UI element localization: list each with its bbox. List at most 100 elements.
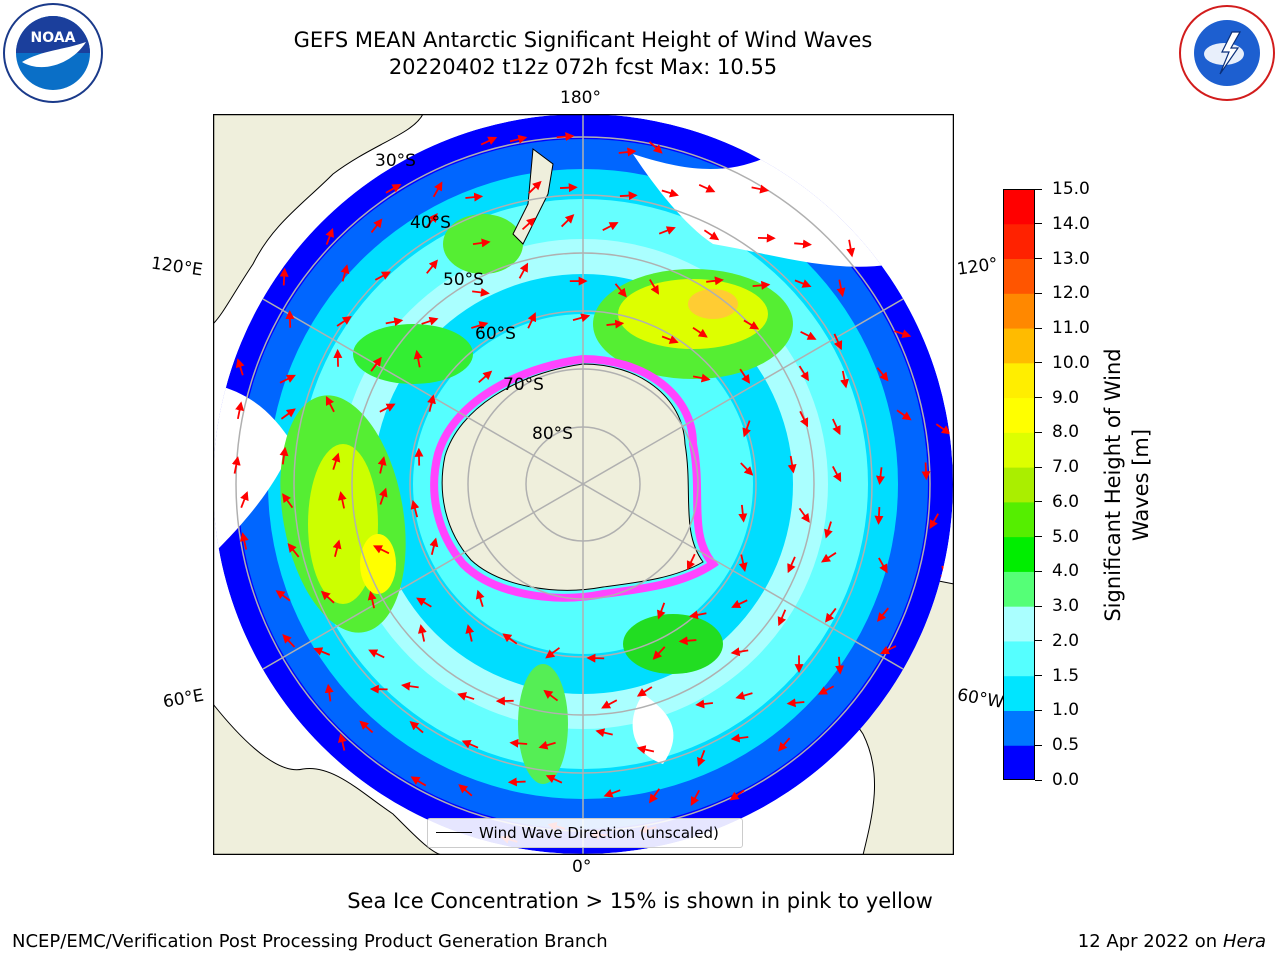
wave-direction-arrow xyxy=(324,683,334,702)
wave-direction-arrow xyxy=(337,733,347,751)
chart-subtitle: 20220402 t12z 072h fcst Max: 10.55 xyxy=(388,55,778,79)
wave-direction-arrow xyxy=(472,238,491,248)
wave-direction-arrow xyxy=(688,610,707,620)
colorbar-tick xyxy=(1035,258,1042,260)
colorbar xyxy=(1003,189,1035,781)
colorbar-tick-label: 9.0 xyxy=(1052,387,1080,408)
wave-direction-arrow xyxy=(738,554,748,572)
wave-direction-arrow xyxy=(935,423,951,435)
wave-direction-arrow xyxy=(678,636,697,646)
wave-direction-arrow xyxy=(538,740,556,750)
wave-direction-arrow xyxy=(331,452,341,470)
colorbar-tick-label: 3.0 xyxy=(1052,596,1080,617)
wave-direction-arrow xyxy=(799,410,809,428)
wave-direction-arrow xyxy=(648,141,663,154)
colorbar-segment xyxy=(1003,606,1035,642)
wave-direction-arrow xyxy=(313,647,331,656)
wave-direction-arrow xyxy=(752,280,771,290)
colorbar-tick-label: 8.0 xyxy=(1052,422,1080,443)
footer-date-text: 12 Apr 2022 on xyxy=(1077,931,1223,952)
wave-direction-arrow xyxy=(619,191,638,201)
wave-direction-arrow xyxy=(235,358,245,376)
wave-direction-arrow xyxy=(695,699,713,709)
colorbar-tick-label: 7.0 xyxy=(1052,457,1080,478)
colorbar-segment xyxy=(1003,362,1035,399)
wave-direction-arrow xyxy=(794,279,812,288)
colorbar-tick xyxy=(1035,536,1042,538)
wave-direction-arrow xyxy=(275,590,291,602)
wave-direction-arrow xyxy=(240,491,249,509)
wave-direction-arrow xyxy=(602,222,619,232)
wave-direction-arrow xyxy=(325,395,335,413)
map-legend: Wind Wave Direction (unscaled) xyxy=(427,818,743,848)
wave-direction-arrow xyxy=(426,212,438,228)
wave-direction-arrow xyxy=(478,370,493,383)
wave-direction-arrow xyxy=(336,316,352,327)
wave-direction-arrow xyxy=(595,728,613,738)
wave-direction-arrow xyxy=(835,656,845,675)
wave-direction-arrow xyxy=(706,276,724,286)
wave-direction-arrow xyxy=(877,607,889,622)
wave-direction-arrow xyxy=(730,733,749,743)
colorbar-tick xyxy=(1035,744,1042,746)
colorbar-tick-label: 15.0 xyxy=(1052,179,1090,199)
wave-direction-arrow xyxy=(833,333,843,351)
wave-direction-arrow xyxy=(337,491,347,509)
colorbar-tick-label: 11.0 xyxy=(1052,318,1090,339)
wave-direction-arrow xyxy=(636,745,655,754)
colorbar-segment xyxy=(1003,432,1035,468)
colorbar-tick xyxy=(1035,466,1042,468)
wave-direction-arrow xyxy=(896,409,912,421)
wave-direction-arrow xyxy=(817,685,835,695)
land-new-zealand xyxy=(512,148,554,245)
wave-direction-arrow xyxy=(618,147,637,157)
wave-direction-arrow xyxy=(730,647,749,657)
wave-direction-arrow xyxy=(410,499,420,518)
wave-direction-arrow xyxy=(509,134,528,144)
colorbar-segment xyxy=(1003,223,1035,260)
wave-direction-arrow xyxy=(743,319,760,330)
wave-direction-arrow xyxy=(846,239,856,258)
lon-label-60w: 60°W xyxy=(955,685,1006,713)
colorbar-segment xyxy=(1003,745,1035,781)
land-australia xyxy=(213,114,424,325)
wave-direction-arrow xyxy=(413,349,423,368)
wave-direction-arrow xyxy=(368,649,385,659)
colorbar-segment xyxy=(1003,258,1035,294)
colorbar-tick-label: 1.0 xyxy=(1052,700,1080,721)
sea-ice-note: Sea Ice Concentration > 15% is shown in … xyxy=(347,889,933,913)
colorbar-segment xyxy=(1003,675,1035,711)
wave-direction-arrow xyxy=(475,589,485,607)
wave-direction-arrow xyxy=(740,462,754,476)
wave-direction-arrow xyxy=(649,279,660,295)
footer-date: 12 Apr 2022 on Hera xyxy=(1078,931,1266,952)
wave-direction-arrow xyxy=(929,513,939,530)
sea-ice-edge xyxy=(430,354,719,602)
wave-direction-arrow xyxy=(461,740,479,749)
wave-direction-arrow xyxy=(502,633,518,645)
lon-label-0: 0° xyxy=(572,857,592,877)
wave-direction-arrow xyxy=(692,373,711,383)
noaa-logo: NOAA xyxy=(2,2,104,104)
lat-label-30s: 30°S xyxy=(375,151,416,171)
colorbar-tick xyxy=(1035,327,1042,329)
wave-direction-arrow xyxy=(332,539,342,558)
colorbar-tick xyxy=(1035,709,1042,711)
colorbar-label: Significant Height of Wind Waves [m] xyxy=(1101,348,1153,622)
colorbar-tick xyxy=(1035,223,1042,225)
wave-direction-arrow xyxy=(471,321,489,330)
wave-direction-arrow xyxy=(378,487,388,505)
wave-direction-arrow xyxy=(429,537,439,555)
wave-direction-arrow xyxy=(521,217,536,231)
wave-direction-arrow xyxy=(697,749,706,767)
lat-label-50s: 50°S xyxy=(443,270,484,290)
lat-label-60s: 60°S xyxy=(475,324,516,344)
wave-direction-arrow xyxy=(661,335,679,344)
wave-direction-arrow xyxy=(421,316,439,326)
wave-direction-arrow xyxy=(417,624,427,642)
wave-direction-arrow xyxy=(280,408,296,420)
wave-direction-arrow xyxy=(359,720,374,734)
lat-label-80s: 80°S xyxy=(532,424,573,444)
legend-text: Wind Wave Direction (unscaled) xyxy=(479,824,719,842)
wave-direction-arrow xyxy=(739,368,751,384)
